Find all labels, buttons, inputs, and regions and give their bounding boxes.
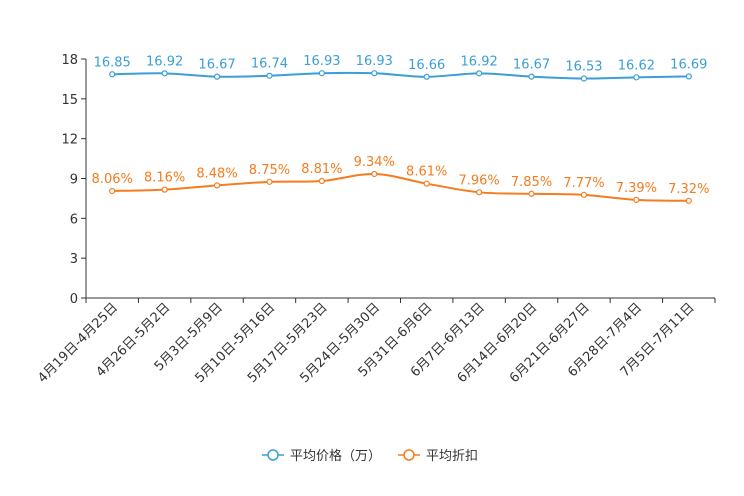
data-point bbox=[266, 178, 273, 185]
data-point bbox=[633, 196, 640, 203]
legend-label: 平均折扣 bbox=[426, 449, 478, 464]
data-point bbox=[528, 190, 535, 197]
legend-marker bbox=[267, 449, 279, 461]
data-point bbox=[476, 70, 483, 77]
data-label: 16.92 bbox=[146, 54, 183, 69]
data-label: 16.67 bbox=[513, 58, 550, 73]
data-label: 16.92 bbox=[461, 54, 498, 69]
data-point bbox=[318, 177, 325, 185]
data-point bbox=[476, 189, 483, 196]
series-line bbox=[112, 172, 689, 202]
data-label: 16.53 bbox=[565, 60, 602, 75]
series-0: 16.85 16.92 16.67 16.74 16.93 16.93 16.66 16.92… bbox=[94, 54, 707, 82]
data-point bbox=[580, 75, 588, 82]
data-label: 7.85% bbox=[511, 175, 552, 190]
y-tick-label: 0 bbox=[70, 292, 78, 307]
data-label: 16.74 bbox=[251, 57, 288, 72]
legend-label: 平均价格（万） bbox=[290, 448, 381, 464]
data-point bbox=[423, 180, 430, 187]
data-point bbox=[371, 170, 378, 178]
data-label: 7.32% bbox=[668, 182, 709, 197]
data-label: 16.69 bbox=[670, 57, 707, 72]
data-label: 16.66 bbox=[408, 58, 445, 73]
data-label: 7.96% bbox=[458, 173, 499, 188]
data-label: 9.34% bbox=[354, 155, 395, 170]
series-line bbox=[112, 71, 689, 80]
x-axis: 4月19日-4月25日4月26日-5月2日5月3日-5月9日5月10日-5月16… bbox=[35, 297, 716, 386]
data-label: 8.48% bbox=[196, 166, 237, 181]
legend-marker bbox=[403, 449, 415, 461]
data-label: 16.85 bbox=[94, 55, 131, 70]
data-point bbox=[685, 73, 692, 80]
data-label: 16.67 bbox=[198, 58, 235, 73]
y-tick-label: 3 bbox=[70, 252, 78, 267]
data-point bbox=[109, 71, 116, 78]
data-point bbox=[318, 70, 325, 77]
data-point bbox=[528, 73, 535, 80]
data-point bbox=[580, 191, 588, 198]
data-label: 8.75% bbox=[249, 163, 290, 178]
y-axis: 0 3 6 9 12 15 18 bbox=[61, 53, 87, 307]
data-label: 8.16% bbox=[144, 171, 185, 186]
data-point bbox=[685, 197, 692, 204]
data-point bbox=[423, 73, 430, 80]
data-point bbox=[161, 70, 168, 77]
series-1: 8.06% 8.16% 8.48% 8.75% 8.81% 9.34% 8.61% 7.96%… bbox=[92, 155, 709, 204]
legend-item: 平均折扣 bbox=[398, 449, 478, 464]
data-label: 7.77% bbox=[563, 176, 604, 191]
data-label: 7.39% bbox=[616, 181, 657, 196]
data-label: 16.62 bbox=[618, 58, 655, 73]
data-label: 8.06% bbox=[92, 172, 133, 187]
y-tick-label: 18 bbox=[61, 53, 78, 68]
data-point bbox=[633, 74, 640, 81]
data-label: 8.61% bbox=[406, 165, 447, 180]
data-point bbox=[109, 187, 116, 195]
y-tick-label: 9 bbox=[70, 173, 78, 188]
legend-item: 平均价格（万） bbox=[262, 448, 381, 464]
y-tick-label: 12 bbox=[61, 133, 78, 148]
data-label: 16.93 bbox=[303, 54, 340, 69]
y-tick-label: 6 bbox=[70, 212, 78, 227]
data-label: 16.93 bbox=[356, 54, 393, 69]
series-layer: 16.85 16.92 16.67 16.74 16.93 16.93 16.66 16.92… bbox=[92, 54, 709, 204]
data-point bbox=[213, 73, 221, 80]
data-label: 8.81% bbox=[301, 162, 342, 177]
data-point bbox=[213, 182, 221, 189]
data-point bbox=[161, 186, 168, 193]
data-point bbox=[371, 70, 378, 77]
legend: 平均价格（万） 平均折扣 bbox=[262, 448, 478, 464]
y-tick-label: 15 bbox=[61, 93, 78, 108]
data-point bbox=[266, 72, 273, 79]
